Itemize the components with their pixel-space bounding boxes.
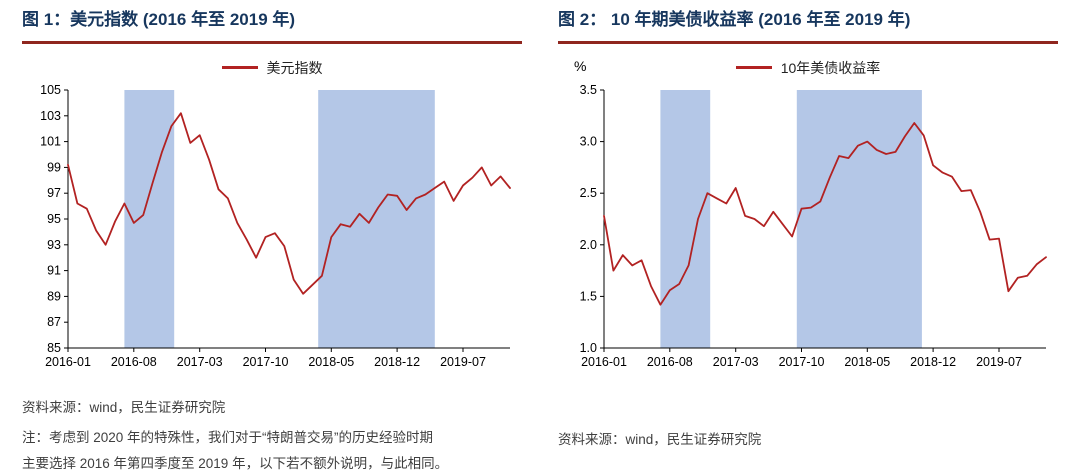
legend-line-icon <box>221 66 258 70</box>
legend-label: 10年美债收益率 <box>780 59 881 76</box>
series-line <box>603 121 1047 306</box>
treasury-yield-chart: 1.0 1.5 2.0 2.5 3.0 3.5 2016-01 2016-08 2017-03 2… <box>580 83 1047 369</box>
figure-1-legend: 美元指数 <box>22 56 522 80</box>
y-tick-label: 97 <box>47 186 61 200</box>
y-tick-label: 2.0 <box>580 238 597 252</box>
footnote: 注：考虑到 2020 年的特殊性，我们对于“特朗普交易”的历史经验时期 主要选择 … <box>22 425 522 475</box>
x-tick-label: 2016-08 <box>647 355 693 369</box>
y-tick-label: 85 <box>47 341 61 355</box>
figure-1-title: 图 1：美元指数 (2016 年至 2019 年) <box>22 8 522 44</box>
x-tick-label: 2016-01 <box>581 355 627 369</box>
legend-line-icon <box>735 66 772 70</box>
x-tick-label: 2018-12 <box>374 355 420 369</box>
y-tick-label: 105 <box>40 83 61 97</box>
y-tick-label: 89 <box>47 289 61 303</box>
dollar-index-chart: 85 87 89 91 93 95 97 99 101 103 105 2016-01 2016-08 2… <box>40 83 511 369</box>
series-line <box>67 112 511 295</box>
x-tick-label: 2019-07 <box>976 355 1022 369</box>
y-axis-unit: % <box>574 57 587 74</box>
figure-2-legend: % 10年美债收益率 <box>558 56 1058 80</box>
x-tick-label: 2017-03 <box>713 355 759 369</box>
y-tick-label: 87 <box>47 315 61 329</box>
x-tick-label: 2016-01 <box>45 355 91 369</box>
source-note: 资料来源：wind，民生证券研究院 <box>22 399 226 415</box>
x-tick-label: 2018-05 <box>844 355 890 369</box>
figure-2-block: 图 2： 10 年期美债收益率 (2016 年至 2019 年) % 10年美债… <box>558 8 1058 448</box>
x-tick-label: 2019-07 <box>440 355 486 369</box>
x-tick-label: 2017-03 <box>177 355 223 369</box>
figure-2-title: 图 2： 10 年期美债收益率 (2016 年至 2019 年) <box>558 8 1058 44</box>
highlight-band <box>660 89 711 348</box>
y-tick-label: 101 <box>40 134 61 148</box>
y-tick-label: 95 <box>47 212 61 226</box>
footnote-line-2: 主要选择 2016 年第四季度至 2019 年，以下若不额外说明，与此相同。 <box>22 456 449 472</box>
y-tick-label: 103 <box>40 109 61 123</box>
y-tick-label: 3.0 <box>580 134 597 148</box>
highlight-band <box>796 89 922 348</box>
y-tick-label: 1.0 <box>580 341 597 355</box>
y-tick-label: 2.5 <box>580 186 597 200</box>
y-tick-label: 91 <box>47 263 61 277</box>
figure-1-block: 图 1：美元指数 (2016 年至 2019 年) 美元指数 85 87 89 91 9… <box>22 8 522 475</box>
y-tick-label: 3.5 <box>580 83 597 97</box>
x-tick-label: 2018-05 <box>308 355 354 369</box>
x-tick-label: 2017-10 <box>243 355 289 369</box>
footnote-line-1: 注：考虑到 2020 年的特殊性，我们对于“特朗普交易”的历史经验时期 <box>22 429 434 445</box>
x-tick-label: 2018-12 <box>910 355 956 369</box>
legend-label: 美元指数 <box>266 59 323 76</box>
y-tick-label: 99 <box>47 160 61 174</box>
x-tick-label: 2016-08 <box>111 355 157 369</box>
y-tick-label: 93 <box>47 238 61 252</box>
highlight-band <box>318 89 435 348</box>
x-tick-label: 2017-10 <box>779 355 825 369</box>
y-tick-label: 1.5 <box>580 289 597 303</box>
source-note: 资料来源：wind，民生证券研究院 <box>558 431 762 447</box>
